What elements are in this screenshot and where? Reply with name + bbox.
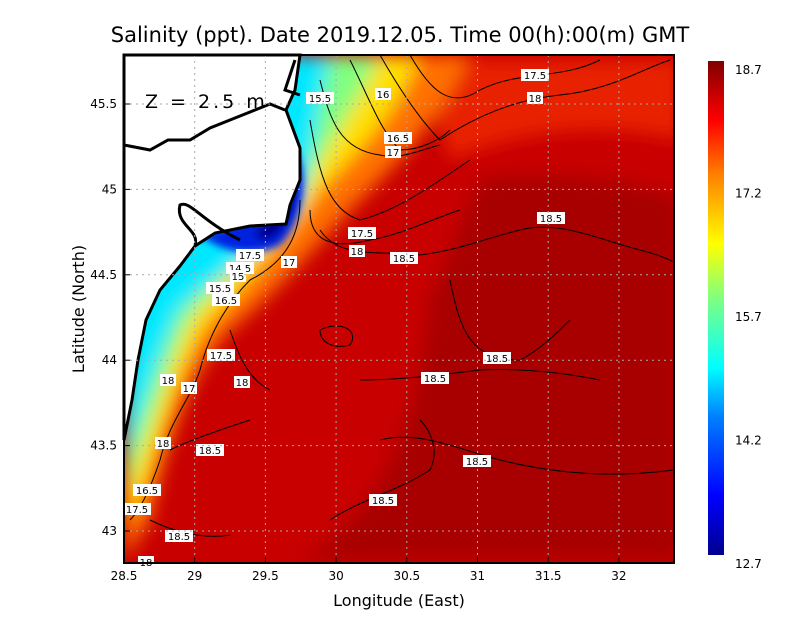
contour-label: 17 — [385, 146, 401, 159]
x-tick-label: 29 — [187, 569, 202, 583]
svg-text:17.5: 17.5 — [524, 71, 546, 82]
svg-text:18.5: 18.5 — [540, 214, 562, 225]
contour-labels: 17.5 18 15.5 16 16.5 17 17.5 18 18.5 18.5 17.5 14.5… — [123, 69, 565, 569]
colorbar-ticks: 18.7 17.2 15.7 14.2 12.7 — [735, 63, 762, 571]
contour-label: 17.5 — [521, 69, 549, 82]
estuary-outline — [283, 59, 301, 97]
svg-text:14.5: 14.5 — [229, 264, 251, 275]
contour-label: 18 — [527, 92, 543, 105]
x-tick-label: 32 — [611, 569, 626, 583]
contour-label: 18.5 — [390, 252, 418, 265]
x-axis-label: Longitude (East) — [333, 591, 465, 610]
contour-label: 17.5 — [348, 227, 376, 240]
contour-label: 18.5 — [369, 494, 397, 507]
y-tick-label: 45.5 — [90, 97, 117, 111]
y-axis-ticks: 45.5 45 44.5 44 43.5 43 — [90, 97, 130, 538]
svg-text:17: 17 — [183, 384, 196, 395]
svg-text:18.5: 18.5 — [486, 354, 508, 365]
contour-label: 17.5 — [123, 503, 151, 516]
y-tick-label: 44 — [102, 353, 117, 367]
svg-text:18: 18 — [236, 378, 249, 389]
contour-label: 18.5 — [537, 212, 565, 225]
svg-text:18: 18 — [351, 247, 364, 258]
contour-label: 18 — [155, 437, 171, 450]
contour-label: 16.5 — [133, 484, 161, 497]
svg-text:17.5: 17.5 — [351, 229, 373, 240]
plot-frame — [123, 54, 675, 564]
colorbar-tick-label: 15.7 — [735, 310, 762, 324]
y-tick-label: 44.5 — [90, 268, 117, 282]
svg-text:18.5: 18.5 — [199, 446, 221, 457]
svg-text:18.5: 18.5 — [466, 457, 488, 468]
svg-text:18.5: 18.5 — [168, 532, 190, 543]
x-tick-label: 31.5 — [535, 569, 562, 583]
svg-text:15.5: 15.5 — [309, 94, 331, 105]
y-axis-label: Latitude (North) — [69, 245, 88, 373]
svg-text:17.5: 17.5 — [210, 351, 232, 362]
border-line — [123, 102, 286, 152]
contour-label: 18.5 — [165, 530, 193, 543]
contour-label: 18 — [349, 245, 365, 258]
svg-text:15.5: 15.5 — [209, 284, 231, 295]
contour-label: 15.5 — [206, 282, 234, 295]
x-axis-ticks: 28.5 29 29.5 30 30.5 31 31.5 32 — [111, 557, 627, 583]
svg-text:18.5: 18.5 — [393, 254, 415, 265]
contour-label: 18.5 — [421, 372, 449, 385]
svg-text:18: 18 — [529, 94, 542, 105]
svg-text:18: 18 — [157, 439, 170, 450]
contour-label: 18.5 — [463, 455, 491, 468]
x-tick-label: 28.5 — [111, 569, 138, 583]
contour-label: 15.5 — [306, 92, 334, 105]
svg-text:16.5: 16.5 — [215, 296, 237, 307]
contour-label: 18.5 — [483, 352, 511, 365]
contour-label: 16.5 — [212, 294, 240, 307]
contour-label: 17.5 — [207, 349, 235, 362]
svg-text:18.5: 18.5 — [372, 496, 394, 507]
colorbar — [708, 61, 724, 555]
contour-label: 17 — [281, 256, 297, 269]
svg-text:18.5: 18.5 — [424, 374, 446, 385]
svg-text:17: 17 — [283, 258, 296, 269]
svg-text:16.5: 16.5 — [136, 486, 158, 497]
contour-label: 17 — [181, 382, 197, 395]
x-tick-label: 29.5 — [252, 569, 279, 583]
land — [122, 53, 302, 441]
svg-text:17: 17 — [387, 148, 400, 159]
svg-text:16: 16 — [377, 90, 390, 101]
svg-text:18: 18 — [162, 376, 175, 387]
x-tick-label: 30.5 — [393, 569, 420, 583]
colorbar-tick-label: 17.2 — [735, 187, 762, 201]
grid-lines — [124, 55, 674, 563]
x-tick-label: 31 — [470, 569, 485, 583]
y-tick-label: 43 — [102, 524, 117, 538]
colorbar-tick-label: 18.7 — [735, 63, 762, 77]
y-tick-label: 43.5 — [90, 439, 117, 453]
svg-text:15: 15 — [232, 272, 245, 283]
contour-label: 18 — [234, 376, 250, 389]
contour-label: 16 — [375, 88, 391, 101]
colorbar-tick-label: 14.2 — [735, 434, 762, 448]
contour-label: 18.5 — [196, 444, 224, 457]
chart-title: Salinity (ppt). Date 2019.12.05. Time 00… — [111, 23, 690, 47]
svg-text:17.5: 17.5 — [126, 505, 148, 516]
svg-text:16.5: 16.5 — [387, 134, 409, 145]
depth-label: Z = 2.5 m — [145, 91, 268, 113]
svg-text:17.5: 17.5 — [239, 251, 261, 262]
coastline — [122, 53, 302, 441]
contour-label: 15 — [230, 270, 246, 283]
contour-label: 18 — [160, 374, 176, 387]
colorbar-tick-label: 12.7 — [735, 557, 762, 571]
y-tick-label: 45 — [102, 182, 117, 196]
estuary-outline — [177, 202, 241, 246]
x-tick-label: 30 — [328, 569, 343, 583]
contour-label: 17.5 — [236, 249, 264, 262]
contour-label: 16.5 — [384, 132, 412, 145]
